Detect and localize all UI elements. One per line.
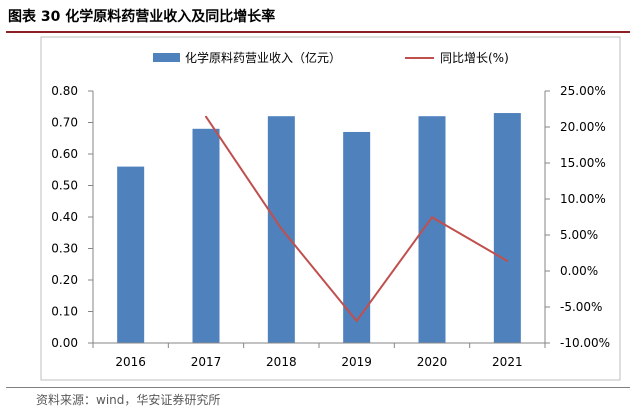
bars-layer [117,113,521,343]
y-right-tick-label: 15.00% [560,156,606,170]
legend-label-growth: 同比增长(%) [440,51,509,65]
legend-label-revenue: 化学原料药营业收入（亿元） [185,50,341,65]
y-left-tick-label: 0.70 [51,116,78,130]
y-right-tick-label: 5.00% [560,228,598,242]
y-right-tick-label: 10.00% [560,192,606,206]
y-right-tick-label: -10.00% [560,336,610,350]
axes-layer: 0.00 0.10 0.20 0.30 0.40 0.50 0.60 0.70 0.80 -10.… [51,84,610,369]
y-left-tick-label: 0.00 [51,336,78,350]
figure-title: 图表 30 化学原料药营业收入及同比增长率 [8,9,276,25]
x-tick-label: 2016 [115,355,146,369]
y-right-tick-label: 0.00% [560,264,598,278]
x-tick-label: 2018 [266,355,297,369]
y-right-tick-label: 25.00% [560,84,606,98]
y-left-tick-label: 0.50 [51,179,78,193]
bar-revenue-2021 [493,113,521,343]
y-right-tick-label: 20.00% [560,120,606,134]
growth-point-2018 [280,227,283,230]
y-right-tick-label: -5.00% [560,300,602,314]
growth-point-2017 [205,115,207,118]
bar-revenue-2019 [343,131,371,343]
bar-revenue-2016 [117,166,145,343]
bar-revenue-2017 [192,128,220,343]
y-left-tick-label: 0.30 [51,242,78,256]
source-divider [6,387,630,388]
growth-point-2020 [431,216,433,219]
y-left-tick-label: 0.10 [51,305,78,319]
legend-swatch-revenue [153,53,180,62]
source-note: 资料来源：wind，华安证券研究所 [36,393,221,407]
growth-point-2021 [506,259,509,262]
y-left-tick-label: 0.80 [51,84,78,98]
line-layer [205,115,509,322]
x-tick-label: 2017 [191,355,222,369]
title-divider [6,31,630,33]
y-left-tick-label: 0.20 [51,273,78,287]
x-tick-label: 2020 [417,355,448,369]
legend: 化学原料药营业收入（亿元） 同比增长(%) [153,50,509,65]
x-tick-label: 2021 [492,355,523,369]
y-left-tick-label: 0.60 [51,147,78,161]
x-tick-label: 2019 [341,355,372,369]
growth-point-2019 [355,319,358,322]
y-left-tick-label: 0.40 [51,210,78,224]
